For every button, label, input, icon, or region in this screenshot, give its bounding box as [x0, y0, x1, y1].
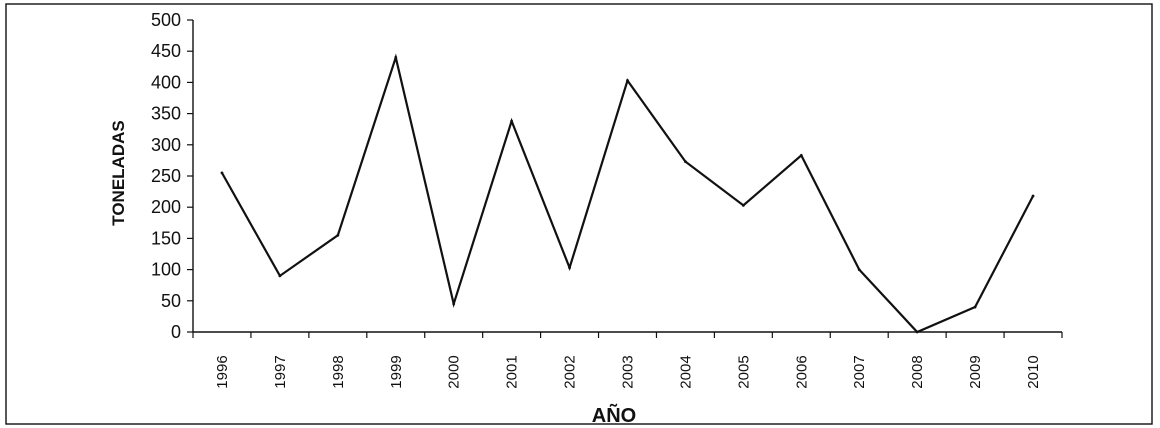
data-point	[510, 119, 514, 123]
data-point	[1031, 194, 1035, 198]
data-point	[857, 268, 861, 271]
data-point	[278, 274, 282, 278]
data-point	[973, 305, 977, 309]
data-point	[394, 56, 398, 59]
x-tick-label: 2006	[793, 355, 810, 388]
data-point	[568, 266, 571, 270]
x-tick-label: 2001	[504, 355, 521, 388]
data-point	[452, 302, 456, 306]
x-tick-label: 1999	[388, 355, 405, 388]
data-point	[799, 154, 803, 157]
y-tick-label: 350	[151, 104, 181, 124]
x-tick-label: 1997	[272, 355, 289, 388]
x-tick-label: 2003	[620, 355, 637, 388]
y-tick-label: 0	[171, 322, 181, 342]
plot-layer: 0 50 100 150 200 250 300 350 400 450 500 1996 1997 19…	[151, 10, 1063, 389]
y-axis-title: TONELADAS	[109, 120, 128, 225]
y-tick-label: 150	[151, 228, 181, 248]
x-tick-label: 2004	[677, 355, 694, 388]
data-point	[626, 79, 629, 82]
y-tick-label: 300	[151, 135, 181, 155]
x-tick-label: 1998	[330, 355, 347, 388]
y-tick-label: 100	[151, 260, 181, 280]
x-tick-label: 2002	[562, 355, 579, 388]
y-tick-label: 500	[151, 10, 181, 30]
x-axis-title: AÑO	[592, 404, 636, 427]
data-point	[220, 171, 224, 175]
y-tick-label: 450	[151, 41, 181, 61]
x-tick-label: 2007	[851, 355, 868, 388]
x-tick-label: 2009	[967, 355, 984, 388]
x-tick-label: 2008	[909, 355, 926, 388]
x-tick-label: 1996	[214, 355, 231, 388]
y-tick-label: 50	[161, 291, 181, 311]
data-point	[741, 203, 745, 207]
y-tick-label: 250	[151, 166, 181, 186]
data-point	[684, 160, 687, 164]
y-tick-label: 400	[151, 72, 181, 92]
y-tick-label: 200	[151, 197, 181, 217]
chart-frame	[5, 3, 1153, 425]
data-point	[336, 233, 340, 237]
data-point	[915, 330, 919, 334]
x-tick-label: 2010	[1025, 355, 1042, 388]
x-tick-label: 2005	[735, 355, 752, 388]
x-tick-label: 2000	[446, 355, 463, 388]
